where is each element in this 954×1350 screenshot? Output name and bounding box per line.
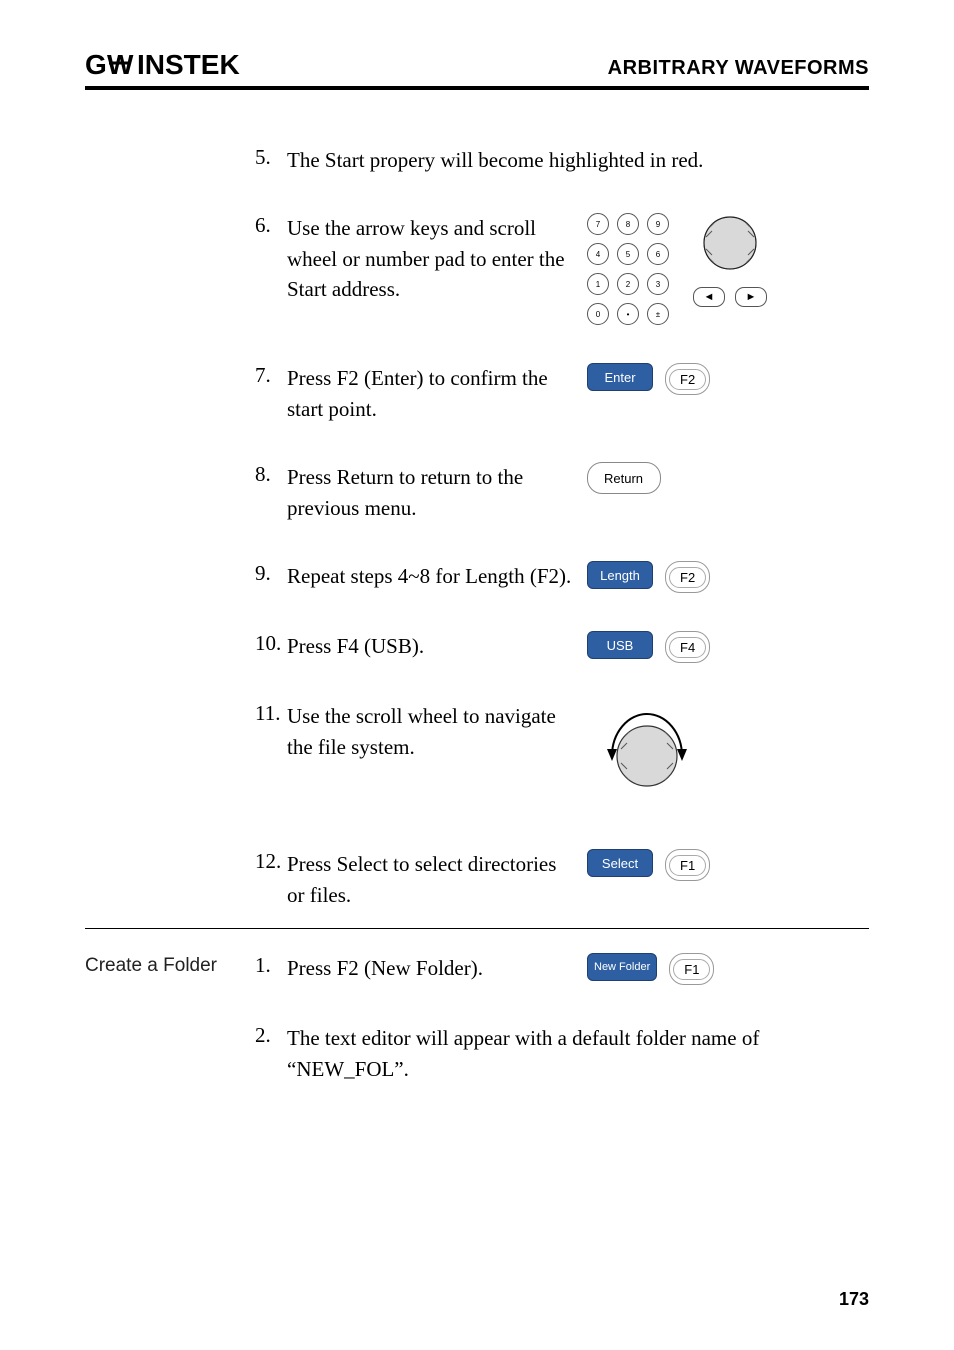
keypad-cluster: 7 8 9 4 5 6 1 2 3 0 • ± xyxy=(587,213,767,325)
svg-text:G: G xyxy=(85,50,108,80)
usb-button-icon: USB xyxy=(587,631,653,659)
select-button-icon: Select xyxy=(587,849,653,877)
scroll-wheel-rotate-icon xyxy=(587,701,707,801)
step-text: Press F4 (USB). xyxy=(287,631,587,661)
step-row: 10. Press F4 (USB). USB F4 xyxy=(255,631,869,663)
steps-block-2: 1. Press F2 (New Folder). New Folder F1 … xyxy=(255,953,869,1122)
step-row: 5. The Start propery will become highlig… xyxy=(255,145,869,175)
step-number: 7. xyxy=(255,363,287,388)
step-text: Press Return to return to the previous m… xyxy=(287,462,587,523)
step-text: Use the scroll wheel to navigate the fil… xyxy=(287,701,587,762)
f1-key-icon: F1 xyxy=(669,953,714,985)
arrow-keys-icon: ◄ ► xyxy=(693,287,767,307)
step-text: Press F2 (New Folder). xyxy=(287,953,587,983)
step-text: Press F2 (Enter) to confirm the start po… xyxy=(287,363,587,424)
step-row: 12. Press Select to select directories o… xyxy=(255,849,869,910)
steps-block-1: 5. The Start propery will become highlig… xyxy=(255,145,869,922)
step-text: The Start propery will become highlighte… xyxy=(287,145,869,175)
step-row: 9. Repeat steps 4~8 for Length (F2). Len… xyxy=(255,561,869,593)
step-number: 11. xyxy=(255,701,287,726)
enter-button-icon: Enter xyxy=(587,363,653,391)
step-text: Use the arrow keys and scroll wheel or n… xyxy=(287,213,587,304)
brand-logo: G W INSTEK xyxy=(85,50,275,80)
step-number: 2. xyxy=(255,1023,287,1048)
step-row: 1. Press F2 (New Folder). New Folder F1 xyxy=(255,953,869,985)
f1-key-icon: F1 xyxy=(665,849,710,881)
step-row: 2. The text editor will appear with a de… xyxy=(255,1023,869,1084)
step-number: 9. xyxy=(255,561,287,586)
step-number: 8. xyxy=(255,462,287,487)
length-button-icon: Length xyxy=(587,561,653,589)
svg-text:INSTEK: INSTEK xyxy=(137,50,240,80)
svg-text:W: W xyxy=(107,50,134,80)
f2-key-icon: F2 xyxy=(665,363,710,395)
page-header: G W INSTEK ARBITRARY WAVEFORMS xyxy=(85,50,869,90)
step-text: The text editor will appear with a defau… xyxy=(287,1023,869,1084)
step-text: Press Select to select directories or fi… xyxy=(287,849,587,910)
step-text: Repeat steps 4~8 for Length (F2). xyxy=(287,561,587,591)
page-number: 173 xyxy=(839,1289,869,1310)
step-number: 10. xyxy=(255,631,287,656)
f2-key-icon: F2 xyxy=(665,561,710,593)
step-number: 5. xyxy=(255,145,287,170)
new-folder-button-icon: New Folder xyxy=(587,953,657,981)
scroll-wheel-icon xyxy=(700,213,760,273)
step-row: 6. Use the arrow keys and scroll wheel o… xyxy=(255,213,869,325)
create-folder-label: Create a Folder xyxy=(85,953,255,1122)
number-pad-icon: 7 8 9 4 5 6 1 2 3 0 • ± xyxy=(587,213,669,325)
step-number: 1. xyxy=(255,953,287,978)
step-number: 6. xyxy=(255,213,287,238)
step-row: 7. Press F2 (Enter) to confirm the start… xyxy=(255,363,869,424)
section-divider xyxy=(85,928,869,929)
step-number: 12. xyxy=(255,849,287,874)
section-title: ARBITRARY WAVEFORMS xyxy=(608,57,869,80)
left-col-empty xyxy=(85,145,255,922)
return-key-icon: Return xyxy=(587,462,661,494)
step-row: 11. Use the scroll wheel to navigate the… xyxy=(255,701,869,801)
step-row: 8. Press Return to return to the previou… xyxy=(255,462,869,523)
f4-key-icon: F4 xyxy=(665,631,710,663)
